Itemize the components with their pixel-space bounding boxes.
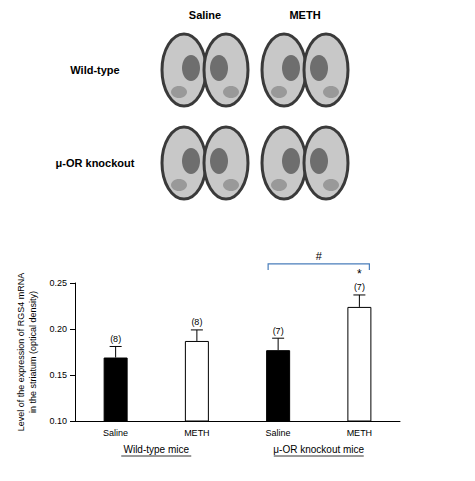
svg-text:*: * xyxy=(357,267,362,281)
svg-text:μ-OR knockout mice: μ-OR knockout mice xyxy=(273,444,364,455)
svg-text:0.15: 0.15 xyxy=(49,370,67,380)
svg-text:(7): (7) xyxy=(273,326,284,336)
svg-text:METH: METH xyxy=(289,9,320,21)
svg-text:Level of the expression of RGS: Level of the expression of RGS4 mRNA xyxy=(16,273,26,432)
svg-text:Wild-type: Wild-type xyxy=(70,64,119,76)
svg-text:Saline: Saline xyxy=(103,428,128,438)
svg-text:METH: METH xyxy=(347,428,373,438)
svg-text:Wild-type mice: Wild-type mice xyxy=(123,444,189,455)
svg-text:in the striatum (optical densi: in the striatum (optical density) xyxy=(28,291,38,413)
svg-text:0.25: 0.25 xyxy=(49,278,67,288)
svg-text:(8): (8) xyxy=(191,317,202,327)
svg-text:Saline: Saline xyxy=(266,428,291,438)
svg-text:μ-OR knockout: μ-OR knockout xyxy=(56,157,135,169)
svg-text:#: # xyxy=(316,250,323,262)
svg-text:0.10: 0.10 xyxy=(49,416,67,426)
svg-text:Saline: Saline xyxy=(189,9,221,21)
svg-text:METH: METH xyxy=(184,428,210,438)
svg-text:(8): (8) xyxy=(110,334,121,344)
svg-text:0.20: 0.20 xyxy=(49,324,67,334)
svg-text:(7): (7) xyxy=(354,282,365,292)
